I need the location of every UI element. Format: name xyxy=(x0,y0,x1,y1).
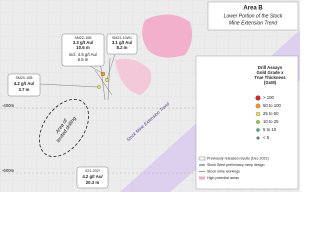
legend-title: True Thickness xyxy=(254,75,286,80)
legend-title: Drill Assays xyxy=(258,65,283,70)
legend-symbol xyxy=(256,128,260,132)
hole-id: S21-202* xyxy=(85,169,101,173)
legend-symbol xyxy=(255,111,261,117)
assay: incl. 4.5 g/t Au/ xyxy=(69,52,98,57)
legend-grade: 5 to 10 xyxy=(263,127,277,132)
callout-frame xyxy=(76,166,109,189)
leader xyxy=(106,53,116,80)
callout: SM20-10B 4.2 g/t Au/ 3.7 m xyxy=(7,73,99,97)
legend-grade: 25 to 50 xyxy=(263,111,279,116)
limited-drilling-area xyxy=(38,98,90,158)
legend-symbol xyxy=(256,120,260,124)
assay: 4.2 g/t Au/ xyxy=(14,81,35,86)
depth-label: -600m xyxy=(2,168,15,173)
assay: 3.7 m xyxy=(19,87,30,92)
legend-symbol xyxy=(256,136,260,140)
legend-item: Previously released results (Dec 2021) xyxy=(207,156,269,160)
leader xyxy=(89,65,103,74)
callout-frame xyxy=(106,33,138,55)
assay: 8.2 m xyxy=(117,45,128,50)
assay: 20.3 m xyxy=(86,180,100,185)
assay: 6.5 m xyxy=(78,57,89,62)
legend-symbol xyxy=(199,176,205,180)
callout: S21-202* 4.2 g/t Au/ 20.3 m xyxy=(76,166,109,189)
legend-symbol xyxy=(255,95,261,101)
hole-id: SM22-10B xyxy=(75,36,93,40)
title-frame xyxy=(207,1,299,31)
map: -400m -600m -400m -600m Area B Lower Por… xyxy=(0,0,300,192)
leader xyxy=(39,83,99,88)
high-potential-area xyxy=(115,58,152,95)
assay: 3.3 g/t Au/ xyxy=(73,40,94,45)
legend-grade: < 5 xyxy=(263,135,270,140)
legend-grade: 50 to 100 xyxy=(263,103,282,108)
assay: 10.6 m xyxy=(76,45,90,50)
legend-symbol xyxy=(255,103,261,109)
legend-item: High potential areas xyxy=(207,176,239,180)
callout: SM23-10W1 3.1 g/t Au/ 8.2 m xyxy=(106,33,138,80)
legend-frame xyxy=(195,55,299,190)
drill-point xyxy=(105,78,109,82)
callout: SM22-10B 3.3 g/t Au/ 10.6 m incl. 4.5 g/… xyxy=(61,33,105,74)
hole-id: SM23-10W1 xyxy=(112,36,132,40)
legend-symbol xyxy=(198,156,206,161)
subtitle: Lower Portion of the Stock xyxy=(224,13,283,19)
legend-grade: > 100 xyxy=(263,95,274,100)
callout-frame xyxy=(61,33,105,67)
title-box: Area B Lower Portion of the Stock Mine E… xyxy=(207,1,299,31)
drill-trace xyxy=(94,57,113,101)
legend: Drill Assays Gold Grade x True Thickness… xyxy=(195,55,299,190)
legend-item: Stock mine workings xyxy=(207,169,240,173)
title: Area B xyxy=(243,6,263,12)
high-potential-area xyxy=(142,14,193,58)
legend-grade: 10 to 25 xyxy=(263,119,279,124)
hole-id: SM20-10B xyxy=(16,76,34,80)
callout-frame xyxy=(7,73,41,97)
assay: 4.2 g/t Au/ xyxy=(82,174,103,179)
subtitle: Mine Extension Trend xyxy=(229,20,277,26)
legend-item: Stock West preliminary ramp design xyxy=(207,163,264,167)
legend-title: (GxM) xyxy=(264,80,277,85)
depth-label: -400m xyxy=(2,103,15,108)
legend-title: Gold Grade x xyxy=(257,70,285,75)
assay: 3.1 g/t Au/ xyxy=(112,40,133,45)
